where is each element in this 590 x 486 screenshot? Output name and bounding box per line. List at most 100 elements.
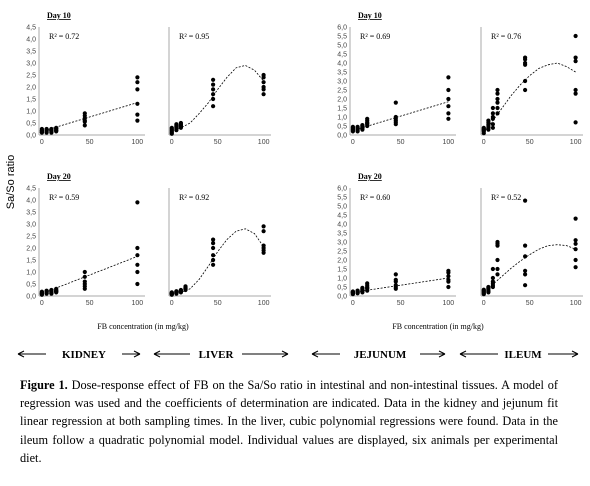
data-point <box>523 272 528 277</box>
r2-label: R² = 0.92 <box>179 193 209 202</box>
data-point <box>183 287 188 292</box>
r2-label: R² = 0.76 <box>491 32 521 41</box>
y-tick-label: 0,0 <box>26 294 36 301</box>
data-point <box>523 283 528 288</box>
data-point <box>355 128 360 133</box>
r2-label: R² = 0.95 <box>179 32 209 41</box>
data-point <box>446 96 451 102</box>
y-tick-label: 5,5 <box>337 34 347 41</box>
tissue-label-kidney: KIDNEY <box>62 349 106 361</box>
data-point <box>523 60 528 66</box>
y-tick-label: 6,0 <box>337 186 347 193</box>
data-point <box>211 96 216 102</box>
data-point <box>261 243 266 248</box>
tissue-label-liver: LIVER <box>199 349 235 361</box>
y-tick-label: 5,0 <box>337 204 347 211</box>
data-point <box>573 55 578 60</box>
fit-curve <box>352 101 449 131</box>
y-tick-label: 3,5 <box>337 231 347 238</box>
data-point <box>495 272 500 277</box>
fit-curve <box>171 64 264 131</box>
data-point <box>490 122 495 127</box>
x-tick-label: 100 <box>443 300 455 307</box>
x-tick-label: 50 <box>214 139 222 146</box>
data-point <box>495 96 500 102</box>
y-tick-label: 3,5 <box>337 70 347 77</box>
r2-label: R² = 0.69 <box>360 32 390 41</box>
data-point <box>446 277 451 282</box>
x-tick-label: 100 <box>258 300 270 307</box>
data-point <box>360 123 365 128</box>
data-point <box>573 33 578 39</box>
data-point <box>44 126 49 132</box>
data-point <box>355 124 360 129</box>
y-tick-label: 2,0 <box>26 85 36 92</box>
y-tick-label: 2,5 <box>337 88 347 95</box>
data-point <box>211 77 216 82</box>
data-point <box>178 123 183 128</box>
data-point <box>495 239 500 245</box>
data-point <box>178 289 183 294</box>
figure: Sa/So ratio FB concentration (in mg/kg) … <box>5 11 583 361</box>
data-point <box>573 87 578 93</box>
y-tick-label: 4,0 <box>337 61 347 68</box>
data-point <box>211 241 216 246</box>
y-tick-label: 6,0 <box>337 25 347 32</box>
data-point <box>39 289 45 294</box>
data-point <box>446 268 451 273</box>
y-tick-label: 3,5 <box>26 49 36 56</box>
x-tick-label: 100 <box>570 300 582 307</box>
data-point <box>490 114 495 120</box>
data-point <box>211 245 216 251</box>
data-point <box>523 55 528 60</box>
y-tick-label: 5,0 <box>337 43 347 50</box>
data-point <box>365 285 370 290</box>
data-point <box>54 288 59 293</box>
data-point <box>495 87 500 93</box>
x-tick-label: 0 <box>170 139 174 146</box>
data-point <box>174 290 179 295</box>
tissue-bg-kidney <box>46 347 122 361</box>
data-point <box>481 291 486 296</box>
x-axis-label-right: FB concentration (in mg/kg) <box>392 322 484 331</box>
data-point <box>490 275 495 281</box>
data-point <box>446 116 451 121</box>
fit-curve <box>41 102 138 132</box>
y-tick-label: 1,5 <box>26 258 36 265</box>
data-point <box>495 105 500 111</box>
y-tick-label: 3,0 <box>337 79 347 86</box>
x-tick-label: 0 <box>482 300 486 307</box>
panel-title: Day 20 <box>358 172 382 181</box>
data-point <box>169 125 174 130</box>
y-tick-label: 4,5 <box>26 186 36 193</box>
data-point <box>135 269 140 275</box>
data-point <box>49 128 54 133</box>
data-point <box>523 78 528 84</box>
data-point <box>446 111 451 116</box>
data-point <box>135 112 140 117</box>
data-point <box>446 87 451 93</box>
panel-title: Day 20 <box>47 172 71 181</box>
data-point <box>523 268 528 273</box>
y-tick-label: 1,5 <box>337 106 347 113</box>
data-point <box>54 128 59 133</box>
tissue-bg-jejunum <box>340 347 420 361</box>
data-point <box>573 265 578 270</box>
r2-label: R² = 0.59 <box>49 193 79 202</box>
data-point <box>393 277 398 282</box>
data-point <box>174 122 179 127</box>
data-point <box>393 283 398 288</box>
data-point <box>490 266 495 272</box>
x-tick-label: 50 <box>86 139 94 146</box>
y-tick-label: 1,0 <box>26 109 36 116</box>
panel-8: 0 50 100 R² = 0.52 <box>480 188 583 307</box>
data-point <box>486 285 491 290</box>
data-point <box>178 120 183 126</box>
data-point <box>446 75 451 80</box>
x-tick-label: 0 <box>170 300 174 307</box>
data-point <box>261 224 266 229</box>
data-point <box>573 59 578 64</box>
data-point <box>573 120 578 125</box>
data-point <box>261 72 266 78</box>
data-point <box>135 101 140 106</box>
